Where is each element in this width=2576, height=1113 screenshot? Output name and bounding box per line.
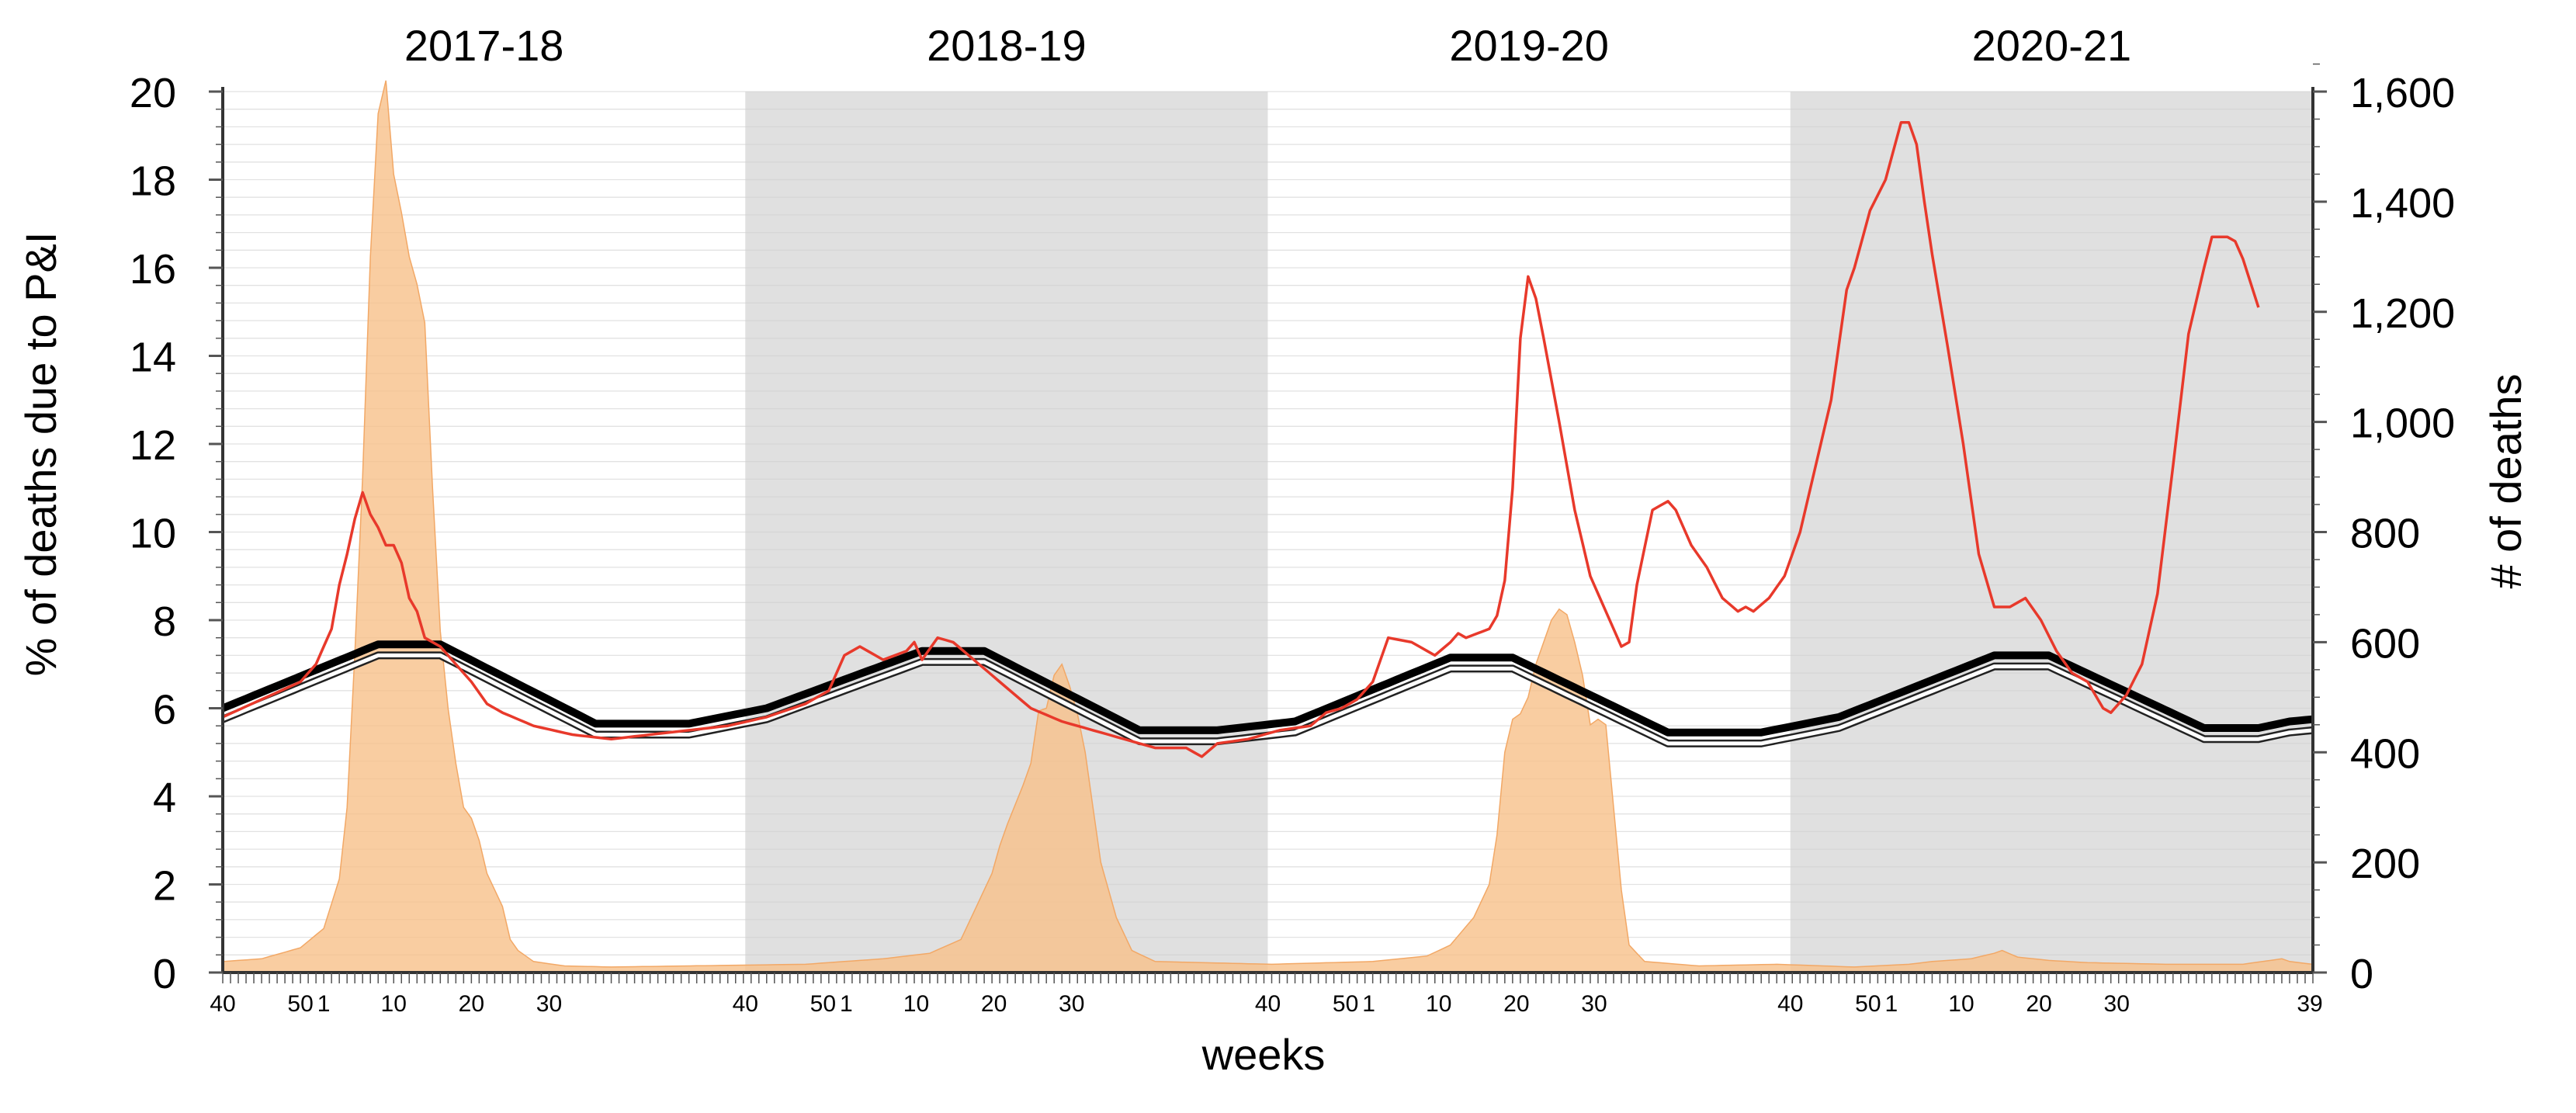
season-title: 2020-21: [1972, 21, 2132, 70]
x-axis-tick-label: 10: [903, 991, 929, 1017]
left-axis-tick-label: 18: [130, 158, 176, 205]
left-axis-tick-label: 16: [130, 246, 176, 293]
pi-percent-line: [222, 120, 2260, 758]
season-title: 2017-18: [404, 21, 564, 70]
influenza-deaths-area: [222, 80, 2314, 973]
right-axis-tick-label: 800: [2350, 511, 2420, 557]
x-axis-tick-label: 20: [981, 991, 1007, 1017]
x-axis-tick-label: 40: [1777, 991, 1803, 1017]
x-axis-tick-label: 30: [1581, 991, 1607, 1017]
season-title: 2018-19: [927, 21, 1087, 70]
x-axis-tick-label: 50: [810, 991, 836, 1017]
x-axis-tick-label: 1: [840, 991, 853, 1017]
right-axis-tick-label: 1,000: [2350, 400, 2455, 447]
x-axis-tick-label: 40: [210, 991, 235, 1017]
x-axis-tick-label: 20: [459, 991, 484, 1017]
x-axis-tick-label: 50: [1855, 991, 1881, 1017]
x-axis-tick-label: 40: [1255, 991, 1281, 1017]
left-axis-tick-label: 12: [130, 422, 176, 469]
left-axis-tick-label: 10: [130, 511, 176, 557]
x-axis-tick-label: 39: [2297, 991, 2322, 1017]
right-axis-tick-label: 1,400: [2350, 180, 2455, 227]
right-axis-tick-label: 400: [2350, 730, 2420, 777]
x-axis-tick-label: 20: [2026, 991, 2051, 1017]
right-axis-tick-label: 1,200: [2350, 290, 2455, 337]
x-axis-tick-label: 10: [1948, 991, 1974, 1017]
x-axis-tick-label: 50: [1333, 991, 1358, 1017]
x-axis-tick-label: 10: [1426, 991, 1451, 1017]
right-axis-tick-label: 200: [2350, 841, 2420, 887]
x-axis-tick-label: 30: [1059, 991, 1084, 1017]
right-axis-tick-label: 600: [2350, 620, 2420, 667]
left-axis-tick-label: 2: [153, 863, 176, 910]
left-axis-tick-label: 14: [130, 335, 176, 381]
left-axis-tick-label: 4: [153, 775, 176, 821]
data-lines: [221, 120, 2314, 758]
influenza-deaths-area-path: [222, 80, 2314, 973]
x-axis-tick-label: 10: [381, 991, 407, 1017]
x-axis-tick-label: 40: [733, 991, 758, 1017]
left-axis-tick-label: 8: [153, 598, 176, 645]
epidemic-threshold-line: [221, 640, 2314, 737]
x-axis-title: weeks: [1201, 1030, 1326, 1079]
left-axis-tick-label: 0: [153, 951, 176, 997]
right-axis-title: # of deaths: [2481, 373, 2530, 588]
x-axis-tick-label: 30: [2104, 991, 2130, 1017]
left-axis-title: % of deaths due to P&I: [16, 232, 65, 677]
right-axis-tick-label: 1,600: [2350, 70, 2455, 116]
left-axis-tick-label: 20: [130, 70, 176, 116]
x-axis-tick-label: 1: [1885, 991, 1898, 1017]
x-axis-tick-label: 50: [287, 991, 313, 1017]
axis-labels: % of deaths due to P&I # of deaths weeks: [16, 232, 2530, 1079]
axes: 2017-18 2018-19 2019-20 2020-21024681012141…: [130, 21, 2455, 1017]
x-axis-tick-label: 1: [317, 991, 331, 1017]
gridlines: [223, 91, 2313, 973]
season-title: 2019-20: [1449, 21, 1609, 70]
left-axis-tick-label: 6: [153, 687, 176, 733]
x-axis-tick-label: 20: [1503, 991, 1529, 1017]
right-axis-tick-label: 0: [2350, 951, 2373, 997]
x-axis-tick-label: 30: [536, 991, 562, 1017]
seasonal-baseline-line-inner: [222, 653, 2314, 746]
x-axis-tick-label: 1: [1362, 991, 1375, 1017]
